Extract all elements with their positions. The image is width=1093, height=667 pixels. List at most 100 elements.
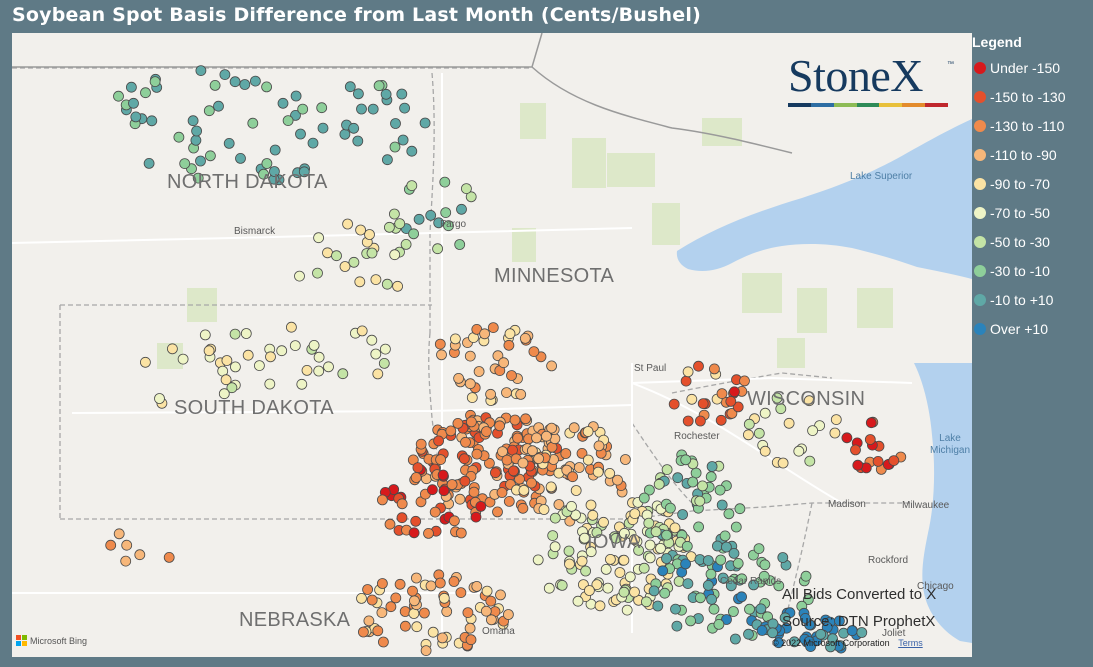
bid-point[interactable] [605, 554, 616, 565]
bid-point[interactable] [800, 570, 812, 582]
bid-point[interactable] [725, 580, 737, 592]
bid-point[interactable] [296, 378, 308, 390]
bid-point[interactable] [730, 521, 742, 533]
bid-point[interactable] [771, 392, 783, 404]
bid-point[interactable] [400, 238, 412, 250]
bid-point[interactable] [420, 645, 432, 656]
bid-point[interactable] [410, 472, 422, 483]
bid-point[interactable] [446, 479, 458, 490]
bid-point[interactable] [728, 548, 740, 559]
bid-point[interactable] [363, 615, 375, 627]
bid-point[interactable] [582, 426, 594, 437]
bid-point[interactable] [682, 578, 694, 589]
bid-point[interactable] [139, 356, 151, 368]
bid-point[interactable] [709, 363, 720, 375]
bid-point[interactable] [563, 545, 575, 557]
bid-point[interactable] [485, 388, 497, 400]
bid-point[interactable] [594, 600, 606, 612]
bid-point[interactable] [149, 76, 161, 87]
bid-point[interactable] [852, 459, 864, 471]
bid-point[interactable] [204, 150, 216, 162]
bid-point[interactable] [481, 585, 493, 597]
bid-point[interactable] [705, 568, 717, 580]
bid-point[interactable] [633, 545, 644, 556]
bid-point[interactable] [777, 552, 789, 563]
bid-point[interactable] [697, 480, 708, 492]
bid-point[interactable] [888, 455, 900, 467]
bid-point[interactable] [470, 511, 482, 523]
bid-point[interactable] [739, 375, 750, 387]
bid-point[interactable] [602, 582, 614, 594]
bid-point[interactable] [576, 447, 588, 459]
bid-point[interactable] [195, 155, 206, 167]
bid-point[interactable] [408, 595, 420, 607]
bid-point[interactable] [406, 180, 418, 192]
bid-point[interactable] [433, 217, 445, 229]
bid-point[interactable] [285, 321, 297, 333]
bid-point[interactable] [695, 415, 706, 427]
bid-point[interactable] [706, 594, 717, 605]
bid-point[interactable] [629, 534, 640, 546]
bid-point[interactable] [743, 628, 754, 640]
bid-point[interactable] [743, 418, 755, 430]
bid-point[interactable] [322, 247, 333, 259]
bid-point[interactable] [657, 565, 669, 577]
bid-point[interactable] [560, 448, 572, 459]
bid-point[interactable] [364, 229, 375, 240]
bid-point[interactable] [366, 594, 378, 606]
bid-point[interactable] [619, 527, 630, 539]
bid-point[interactable] [779, 612, 791, 624]
bid-point[interactable] [173, 131, 185, 143]
bid-point[interactable] [527, 445, 538, 457]
bid-point[interactable] [419, 117, 431, 129]
bid-point[interactable] [592, 466, 604, 478]
bid-point[interactable] [872, 455, 884, 467]
bid-point[interactable] [759, 407, 771, 419]
bid-point[interactable] [621, 604, 633, 616]
bid-point[interactable] [399, 620, 411, 632]
bid-point[interactable] [239, 79, 251, 90]
bid-point[interactable] [370, 274, 382, 286]
bid-point[interactable] [373, 80, 385, 92]
bid-point[interactable] [598, 516, 609, 528]
bid-point[interactable] [517, 457, 529, 469]
bid-point[interactable] [641, 596, 652, 608]
bid-point[interactable] [229, 361, 241, 373]
bid-point[interactable] [313, 351, 325, 363]
bid-point[interactable] [805, 641, 816, 652]
legend-item[interactable]: Over +10 [972, 314, 1093, 343]
bid-point[interactable] [385, 601, 397, 613]
bid-point[interactable] [352, 135, 364, 147]
legend-item[interactable]: -130 to -110 [972, 111, 1093, 140]
bid-point[interactable] [715, 554, 727, 566]
bid-point[interactable] [441, 606, 453, 617]
bid-point[interactable] [545, 481, 557, 493]
bid-point[interactable] [408, 527, 420, 539]
bid-point[interactable] [418, 607, 430, 619]
bid-point[interactable] [825, 641, 836, 653]
bid-point[interactable] [203, 105, 215, 117]
bid-point[interactable] [531, 432, 542, 444]
legend-item[interactable]: -90 to -70 [972, 169, 1093, 198]
bid-point[interactable] [348, 122, 360, 134]
bid-point[interactable] [671, 620, 683, 632]
terms-link[interactable]: Terms [898, 638, 923, 648]
bid-point[interactable] [121, 539, 133, 551]
bid-point[interactable] [669, 522, 681, 534]
bid-point[interactable] [721, 541, 732, 553]
bid-point[interactable] [146, 115, 158, 127]
bid-point[interactable] [295, 128, 306, 140]
bid-point[interactable] [501, 387, 512, 399]
bid-point[interactable] [732, 558, 744, 569]
bid-point[interactable] [802, 594, 814, 605]
bid-point[interactable] [265, 351, 276, 363]
bid-point[interactable] [191, 125, 203, 137]
bid-point[interactable] [410, 515, 422, 527]
bid-point[interactable] [213, 100, 224, 112]
bid-point[interactable] [714, 484, 726, 496]
bid-point[interactable] [154, 393, 165, 404]
bid-point[interactable] [143, 157, 155, 169]
bid-point[interactable] [399, 102, 411, 114]
bid-point[interactable] [783, 417, 795, 429]
bid-point[interactable] [495, 589, 506, 601]
